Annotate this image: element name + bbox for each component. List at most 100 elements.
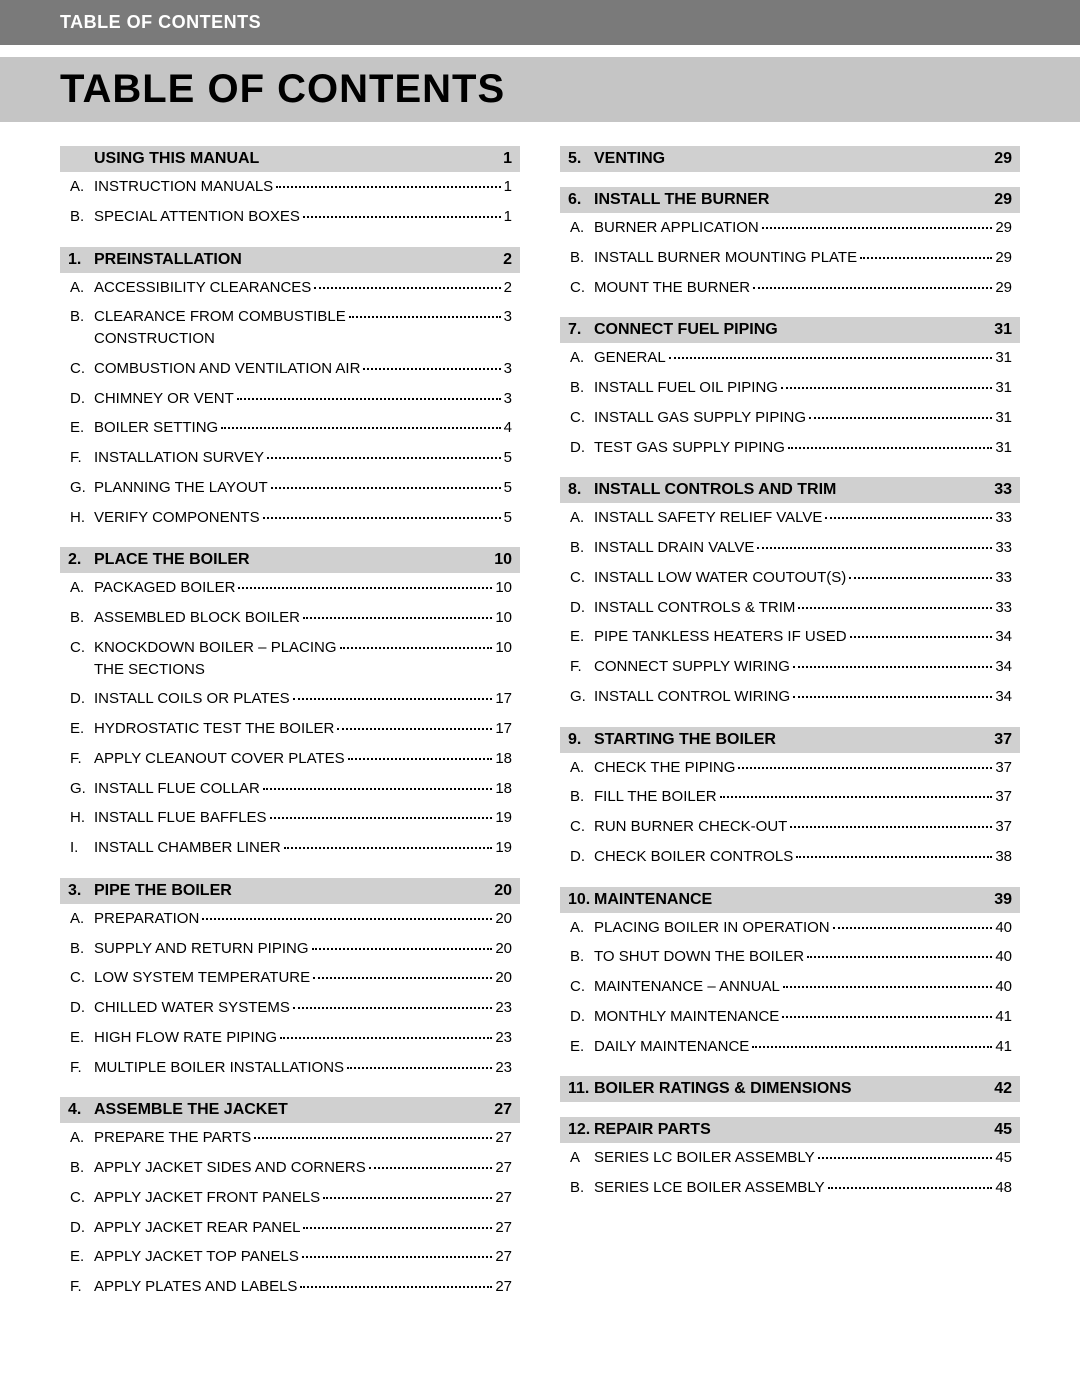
item-letter: A. xyxy=(570,347,590,369)
item-label: INSTALL CHAMBER LINER xyxy=(94,837,281,859)
item-page: 20 xyxy=(495,908,512,930)
item-letter: G. xyxy=(570,686,590,708)
item-letter: A. xyxy=(70,577,90,599)
item-page: 1 xyxy=(504,206,512,228)
item-letter: B. xyxy=(570,247,590,269)
item-page: 40 xyxy=(995,976,1012,998)
toc-item: D.TEST GAS SUPPLY PIPING31 xyxy=(560,433,1020,463)
item-label: INSTRUCTION MANUALS xyxy=(94,176,273,198)
leader-dots xyxy=(793,696,992,698)
item-letter: D. xyxy=(570,1006,590,1028)
leader-dots xyxy=(781,387,992,389)
item-page: 31 xyxy=(995,437,1012,459)
item-page: 27 xyxy=(495,1187,512,1209)
item-letter: B. xyxy=(570,1177,590,1199)
item-label: PREPARATION xyxy=(94,908,199,930)
toc-item: B.SERIES LCE BOILER ASSEMBLY48 xyxy=(560,1173,1020,1203)
section-page: 39 xyxy=(994,891,1012,909)
item-label: APPLY JACKET TOP PANELS xyxy=(94,1246,299,1268)
toc-item: D.INSTALL CONTROLS & TRIM33 xyxy=(560,593,1020,623)
toc-item: I.INSTALL CHAMBER LINER19 xyxy=(60,833,520,863)
section-number: 8. xyxy=(568,481,581,499)
toc-item: A.PACKAGED BOILER10 xyxy=(60,573,520,603)
leader-dots xyxy=(276,186,500,188)
toc-item: C.COMBUSTION AND VENTILATION AIR3 xyxy=(60,354,520,384)
item-label: ACCESSIBILITY CLEARANCES xyxy=(94,277,311,299)
leader-dots xyxy=(237,398,501,400)
item-letter: A. xyxy=(70,277,90,299)
toc-section-heading: 3.PIPE THE BOILER20 xyxy=(60,878,520,904)
toc-item: B.APPLY JACKET SIDES AND CORNERS27 xyxy=(60,1153,520,1183)
section-page: 1 xyxy=(503,150,512,168)
item-letter: A. xyxy=(70,908,90,930)
leader-dots xyxy=(280,1037,492,1039)
item-page: 40 xyxy=(995,946,1012,968)
section-title: PLACE THE BOILER xyxy=(94,551,250,569)
section-number: 1. xyxy=(68,251,81,269)
toc-item: E.HIGH FLOW RATE PIPING23 xyxy=(60,1023,520,1053)
leader-dots xyxy=(369,1167,493,1169)
item-page: 31 xyxy=(995,347,1012,369)
item-label: SPECIAL ATTENTION BOXES xyxy=(94,206,300,228)
item-letter: H. xyxy=(70,807,90,829)
item-letter: D. xyxy=(570,437,590,459)
item-label: INSTALL CONTROLS & TRIM xyxy=(594,597,795,619)
item-label: MAINTENANCE – ANNUAL xyxy=(594,976,780,998)
toc-column: 5.VENTING296.INSTALL THE BURNER29A.BURNE… xyxy=(560,146,1020,1302)
leader-dots xyxy=(818,1157,993,1159)
section-title: REPAIR PARTS xyxy=(594,1121,711,1139)
toc-item: F.APPLY CLEANOUT COVER PLATES18 xyxy=(60,744,520,774)
section-title: INSTALL THE BURNER xyxy=(594,191,769,209)
toc-item: C.MAINTENANCE – ANNUAL40 xyxy=(560,972,1020,1002)
item-letter: A. xyxy=(70,176,90,198)
leader-dots xyxy=(271,487,501,489)
section-title: INSTALL CONTROLS AND TRIM xyxy=(594,481,836,499)
leader-dots xyxy=(762,227,993,229)
toc-item: H.VERIFY COMPONENTS5 xyxy=(60,503,520,533)
toc-item: D.CHILLED WATER SYSTEMS23 xyxy=(60,993,520,1023)
item-page: 10 xyxy=(495,607,512,629)
leader-dots xyxy=(312,948,493,950)
toc-item: ASERIES LC BOILER ASSEMBLY45 xyxy=(560,1143,1020,1173)
toc-section-heading: 5.VENTING29 xyxy=(560,146,1020,172)
toc-section-heading: 8.INSTALL CONTROLS AND TRIM33 xyxy=(560,477,1020,503)
toc-item: H.INSTALL FLUE BAFFLES19 xyxy=(60,803,520,833)
item-label: CHILLED WATER SYSTEMS xyxy=(94,997,290,1019)
item-label: INSTALL DRAIN VALVE xyxy=(594,537,754,559)
leader-dots xyxy=(284,847,493,849)
item-label: INSTALL BURNER MOUNTING PLATE xyxy=(594,247,857,269)
toc-item: C.MOUNT THE BURNER29 xyxy=(560,273,1020,303)
item-letter: D. xyxy=(570,597,590,619)
leader-dots xyxy=(303,216,501,218)
toc-item: B.CLEARANCE FROM COMBUSTIBLE CONSTRUCTIO… xyxy=(60,302,520,354)
item-page: 5 xyxy=(504,477,512,499)
item-label: VERIFY COMPONENTS xyxy=(94,507,260,529)
section-number: 9. xyxy=(568,731,581,749)
item-letter: B. xyxy=(570,946,590,968)
toc-item: A.GENERAL31 xyxy=(560,343,1020,373)
item-label: INSTALL LOW WATER COUTOUT(S) xyxy=(594,567,846,589)
item-letter: D. xyxy=(70,388,90,410)
toc-item: G.INSTALL FLUE COLLAR18 xyxy=(60,774,520,804)
leader-dots xyxy=(363,368,500,370)
leader-dots xyxy=(293,1007,492,1009)
item-label: PIPE TANKLESS HEATERS IF USED xyxy=(594,626,847,648)
toc-item: F.CONNECT SUPPLY WIRING34 xyxy=(560,652,1020,682)
item-label: INSTALLATION SURVEY xyxy=(94,447,264,469)
item-letter: B. xyxy=(570,786,590,808)
item-letter: A. xyxy=(70,1127,90,1149)
item-page: 33 xyxy=(995,507,1012,529)
leader-dots xyxy=(757,547,992,549)
item-page: 29 xyxy=(995,217,1012,239)
item-page: 17 xyxy=(495,718,512,740)
item-page: 5 xyxy=(504,447,512,469)
section-title: STARTING THE BOILER xyxy=(594,731,776,749)
section-page: 29 xyxy=(994,150,1012,168)
item-page: 3 xyxy=(504,358,512,380)
item-label: HIGH FLOW RATE PIPING xyxy=(94,1027,277,1049)
toc-item: A.BURNER APPLICATION29 xyxy=(560,213,1020,243)
item-letter: F. xyxy=(70,748,90,770)
toc-item: F.INSTALLATION SURVEY5 xyxy=(60,443,520,473)
toc-section-heading: 11.BOILER RATINGS & DIMENSIONS42 xyxy=(560,1076,1020,1102)
section-page: 45 xyxy=(994,1121,1012,1139)
